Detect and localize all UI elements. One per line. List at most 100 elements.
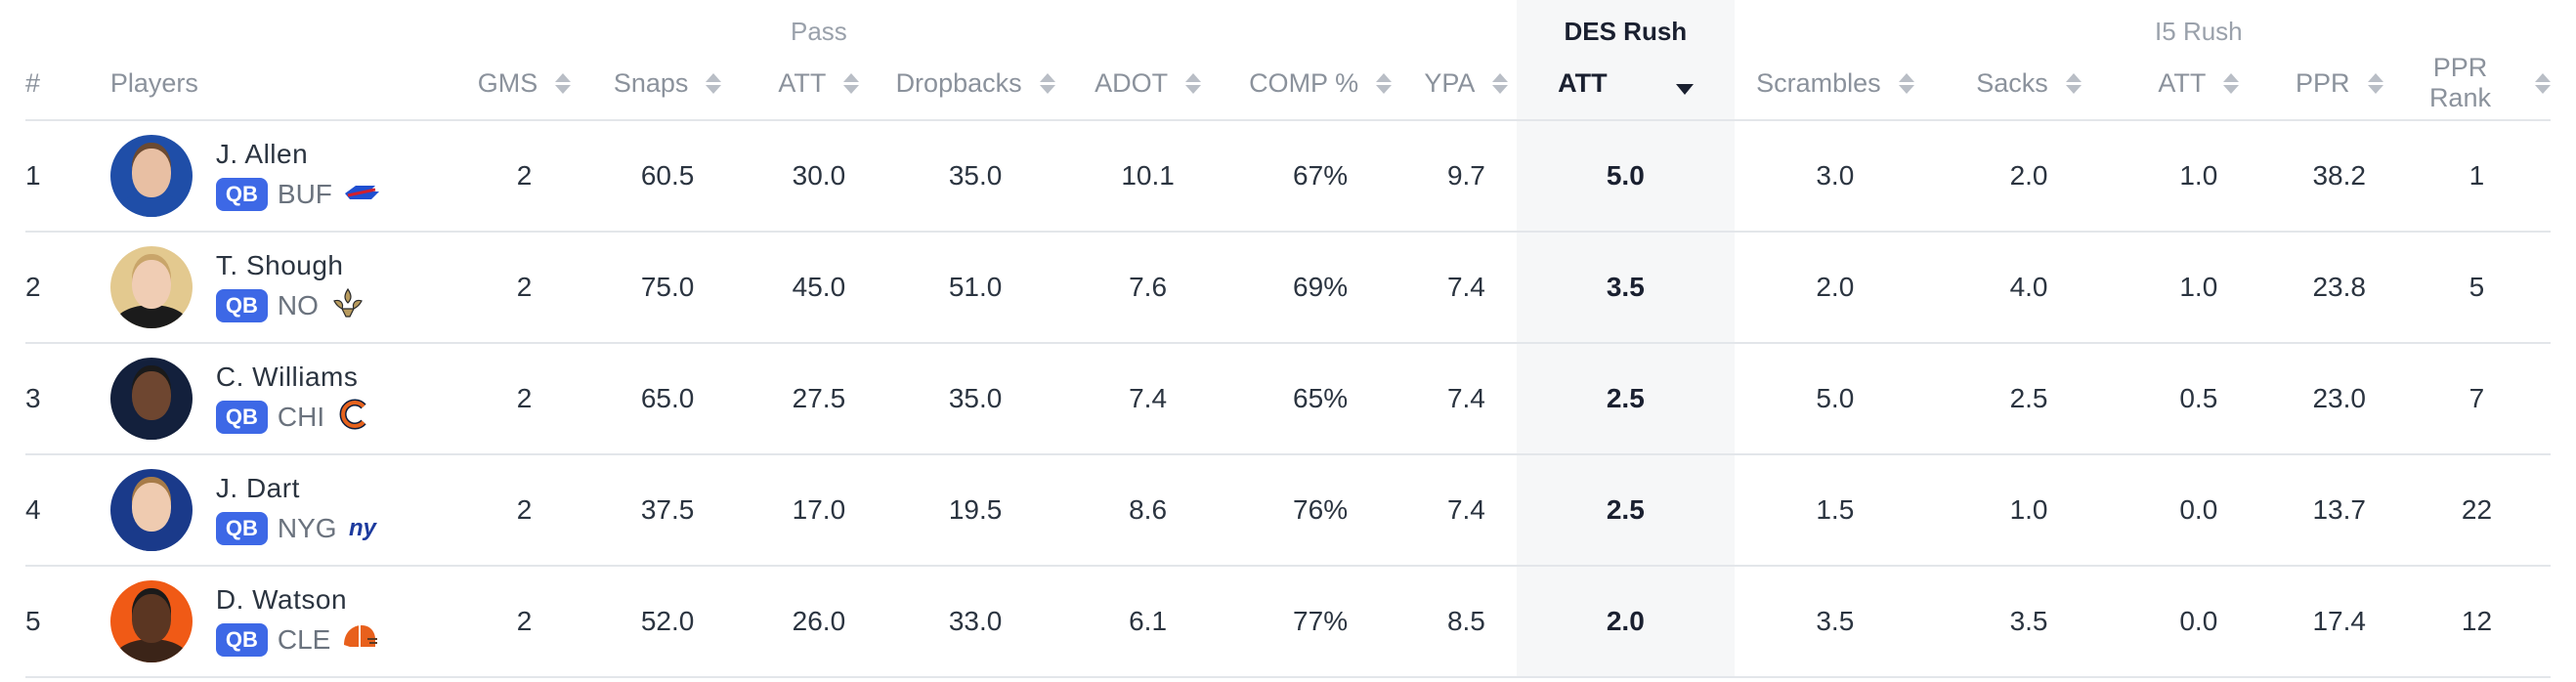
- player-cell[interactable]: T. Shough QB NO: [109, 232, 472, 344]
- cell-pass-att: 26.0: [757, 566, 880, 678]
- sort-icon: [1898, 72, 1914, 94]
- cell-ypa: 7.4: [1415, 232, 1517, 344]
- cell-snaps: 60.5: [577, 120, 758, 233]
- position-badge: QB: [215, 178, 268, 211]
- sort-icon: [2223, 72, 2240, 94]
- col-header-i5-att[interactable]: ATT: [2122, 47, 2276, 121]
- cell-des-att: 3.5: [1517, 232, 1735, 344]
- cell-pass-att: 27.5: [757, 343, 880, 455]
- cell-gms: 2: [471, 120, 578, 233]
- cell-dropbacks: 51.0: [880, 232, 1071, 344]
- player-cell[interactable]: C. Williams QB CHI: [109, 343, 472, 455]
- cell-snaps: 37.5: [577, 454, 758, 567]
- sort-icon: [706, 72, 722, 94]
- cell-adot: 6.1: [1070, 566, 1225, 678]
- table-row[interactable]: 1 J. Allen QB BUF 2 60.5 30.0 35.0 10.1 67% 9.…: [25, 120, 2551, 233]
- player-name[interactable]: T. Shough: [215, 249, 344, 280]
- col-header-sacks[interactable]: Sacks: [1936, 47, 2123, 121]
- table-row[interactable]: 4 J. Dart QB NYG ny 2 37.5 17.0 19.5 8.6 76% 7…: [25, 454, 2551, 567]
- col-header-rank: #: [25, 47, 110, 121]
- rank-cell: 5: [25, 566, 110, 678]
- player-avatar: [109, 469, 193, 551]
- sort-icon: [1492, 72, 1509, 94]
- rank-cell: 1: [25, 120, 110, 233]
- bills-logo: [342, 176, 381, 214]
- group-header-i5-rush: I5 Rush: [2155, 17, 2243, 46]
- col-header-ppr[interactable]: PPR: [2275, 47, 2403, 121]
- cell-ypa: 7.4: [1415, 454, 1517, 567]
- cell-scrambles: 1.5: [1734, 454, 1937, 567]
- team-abbr: CLE: [277, 624, 331, 655]
- player-name[interactable]: J. Dart: [215, 472, 300, 503]
- cell-pass-att: 17.0: [757, 454, 880, 567]
- player-avatar: [109, 246, 193, 328]
- cell-snaps: 65.0: [577, 343, 758, 455]
- col-header-dropbacks[interactable]: Dropbacks: [880, 47, 1071, 121]
- sort-icon: [1376, 72, 1393, 94]
- cell-scrambles: 2.0: [1734, 232, 1937, 344]
- column-group-row: Pass DES Rush I5 Rush: [25, 0, 2551, 47]
- player-name[interactable]: D. Watson: [215, 583, 348, 615]
- player-avatar: [109, 580, 193, 662]
- cell-ypa: 9.7: [1415, 120, 1517, 233]
- position-badge: QB: [215, 401, 268, 434]
- cell-dropbacks: 35.0: [880, 120, 1071, 233]
- table-row[interactable]: 2 T. Shough QB NO 2 75.0 45.0 51.0 7.6 69% 7.4…: [25, 232, 2551, 344]
- player-cell[interactable]: J. Dart QB NYG ny: [109, 454, 472, 567]
- cell-gms: 2: [471, 343, 578, 455]
- cell-ppr-rank: 5: [2402, 232, 2551, 344]
- sort-icon: [1039, 72, 1055, 94]
- cell-gms: 2: [471, 566, 578, 678]
- cell-ppr-rank: 7: [2402, 343, 2551, 455]
- cell-pass-att: 45.0: [757, 232, 880, 344]
- stats-table: Pass DES Rush I5 Rush # Players GMS Snap…: [25, 0, 2551, 678]
- player-name[interactable]: J. Allen: [215, 138, 309, 169]
- cell-i5-att: 0.0: [2122, 566, 2276, 678]
- cell-des-att: 2.5: [1517, 454, 1735, 567]
- col-header-pass-att[interactable]: ATT: [757, 47, 880, 121]
- player-name[interactable]: C. Williams: [215, 361, 359, 392]
- cell-ppr: 23.0: [2275, 343, 2403, 455]
- col-header-adot[interactable]: ADOT: [1070, 47, 1225, 121]
- cell-comp-pct: 69%: [1224, 232, 1416, 344]
- cell-ypa: 8.5: [1415, 566, 1517, 678]
- cell-ypa: 7.4: [1415, 343, 1517, 455]
- col-header-scrambles[interactable]: Scrambles: [1734, 47, 1937, 121]
- column-header-row: # Players GMS Snaps ATT Dropbacks ADOT C…: [25, 47, 2551, 121]
- cell-dropbacks: 19.5: [880, 454, 1071, 567]
- cell-gms: 2: [471, 232, 578, 344]
- col-header-ppr-rank[interactable]: PPR Rank: [2402, 47, 2551, 121]
- cell-pass-att: 30.0: [757, 120, 880, 233]
- table-row[interactable]: 5 D. Watson QB CLE 2 52.0 26.0 33.0 6.1 77% 8.…: [25, 566, 2551, 678]
- col-header-comp-pct[interactable]: COMP %: [1224, 47, 1416, 121]
- cell-i5-att: 1.0: [2122, 232, 2276, 344]
- table-row[interactable]: 3 C. Williams QB CHI 2 65.0 27.5 35.0 7.4 65%…: [25, 343, 2551, 455]
- col-header-ypa[interactable]: YPA: [1415, 47, 1517, 121]
- browns-logo: [340, 621, 379, 660]
- cell-des-att: 2.0: [1517, 566, 1735, 678]
- team-abbr: NO: [277, 290, 319, 320]
- cell-ppr: 23.8: [2275, 232, 2403, 344]
- position-badge: QB: [215, 289, 268, 322]
- svg-text:ny: ny: [349, 515, 378, 541]
- team-abbr: BUF: [277, 179, 332, 209]
- cell-scrambles: 3.5: [1734, 566, 1937, 678]
- cell-sacks: 3.5: [1936, 566, 2123, 678]
- col-header-des-att[interactable]: ATT: [1517, 47, 1735, 121]
- bears-logo: [334, 399, 373, 437]
- player-cell[interactable]: D. Watson QB CLE: [109, 566, 472, 678]
- sort-icon: [1185, 72, 1202, 94]
- cell-ppr: 17.4: [2275, 566, 2403, 678]
- cell-i5-att: 1.0: [2122, 120, 2276, 233]
- cell-adot: 10.1: [1070, 120, 1225, 233]
- position-badge: QB: [215, 623, 268, 657]
- col-header-gms[interactable]: GMS: [471, 47, 578, 121]
- cell-ppr-rank: 1: [2402, 120, 2551, 233]
- team-abbr: NYG: [277, 513, 337, 543]
- col-header-snaps[interactable]: Snaps: [577, 47, 758, 121]
- cell-comp-pct: 77%: [1224, 566, 1416, 678]
- sort-icon: [2065, 72, 2082, 94]
- group-header-des-rush: DES Rush: [1517, 0, 1735, 47]
- player-cell[interactable]: J. Allen QB BUF: [109, 120, 472, 233]
- rank-cell: 4: [25, 454, 110, 567]
